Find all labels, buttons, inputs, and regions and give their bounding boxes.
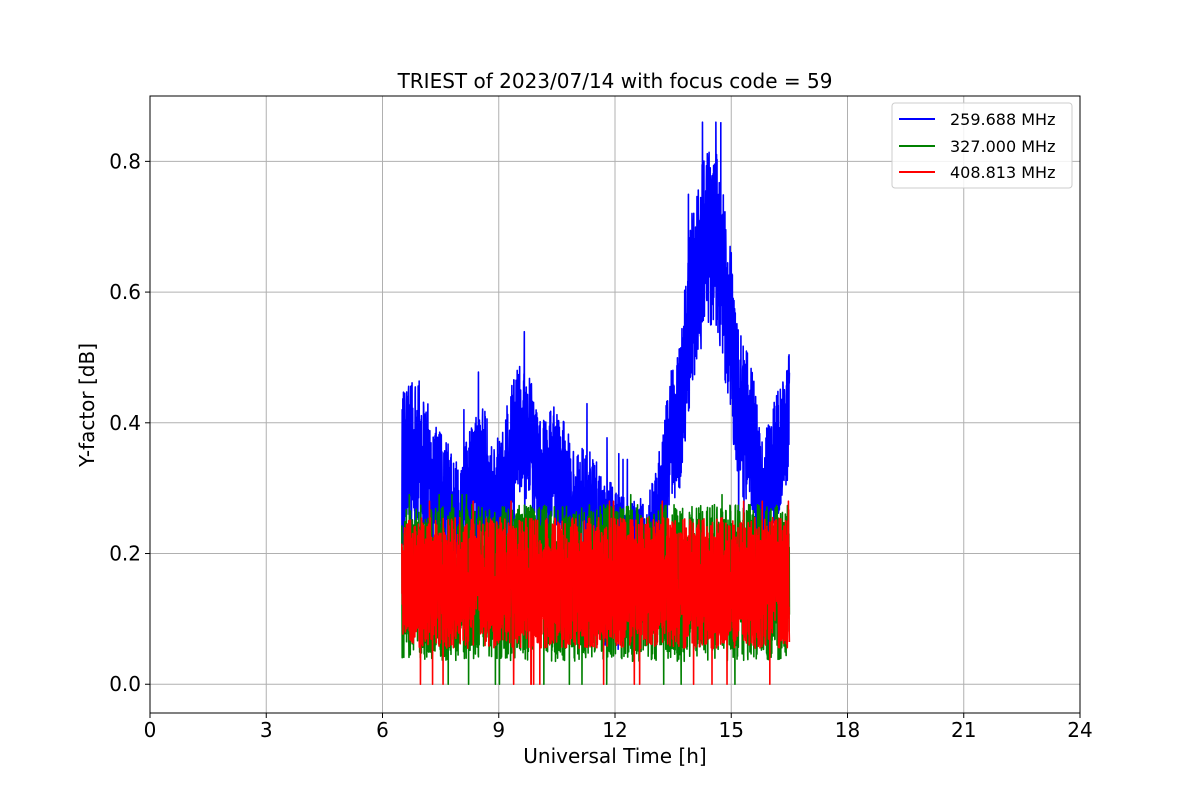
y-axis-label: Y-factor [dB]	[75, 343, 99, 468]
x-axis-label: Universal Time [h]	[523, 744, 706, 768]
series-layer	[401, 121, 791, 686]
y-tick-label: 0.6	[109, 280, 141, 304]
x-tick-label: 24	[1067, 718, 1092, 742]
x-tick-label: 9	[492, 718, 505, 742]
legend-label-327: 327.000 MHz	[950, 137, 1055, 156]
legend-label-408: 408.813 MHz	[950, 163, 1055, 182]
y-tick-label: 0.2	[109, 542, 141, 566]
x-tick-label: 15	[719, 718, 744, 742]
legend: 259.688 MHz 327.000 MHz 408.813 MHz	[891, 102, 1073, 189]
legend-label-259: 259.688 MHz	[950, 110, 1055, 129]
y-tick-label: 0.0	[109, 672, 141, 696]
x-tick-label: 3	[260, 718, 273, 742]
x-tick-label: 18	[835, 718, 860, 742]
x-tick-label: 0	[144, 718, 157, 742]
y-tick-label: 0.8	[109, 149, 141, 173]
chart-title: TRIEST of 2023/07/14 with focus code = 5…	[397, 69, 833, 93]
x-tick-label: 21	[951, 718, 976, 742]
x-tick-label: 12	[602, 718, 627, 742]
x-axis: 0 3 6 9 12 15 18 21 24	[144, 713, 1093, 742]
legend-box	[891, 102, 1073, 189]
series-line-2	[401, 500, 791, 686]
x-tick-label: 6	[376, 718, 389, 742]
y-tick-label: 0.4	[109, 411, 141, 435]
y-axis: 0.0 0.2 0.4 0.6 0.8	[109, 149, 150, 696]
